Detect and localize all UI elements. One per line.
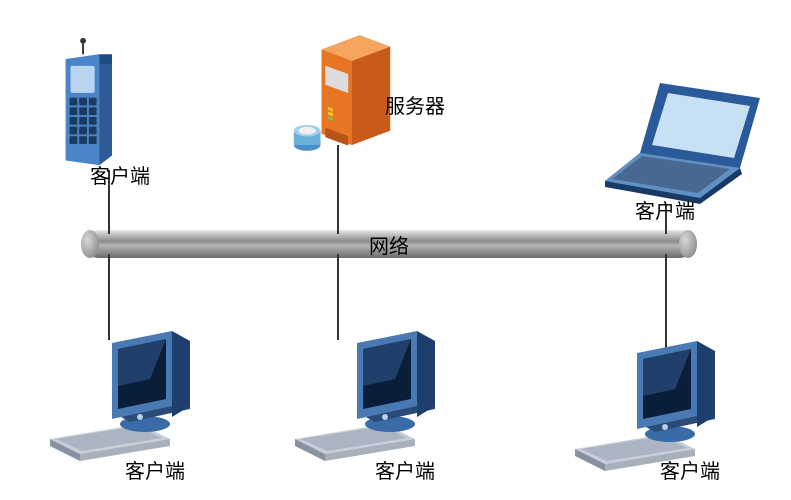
server-icon — [290, 28, 395, 158]
laptop-icon — [600, 80, 765, 210]
label-phone: 客户端 — [90, 160, 150, 189]
node-server — [290, 28, 395, 163]
connector-pc2 — [337, 254, 339, 340]
label-pc2: 客户端 — [375, 455, 435, 484]
network-cap-left — [81, 230, 99, 258]
monitor-icon — [290, 330, 440, 465]
phone-icon — [50, 35, 120, 170]
network-cap-right — [679, 230, 697, 258]
connector-pc3 — [665, 254, 667, 350]
label-server: 服务器 — [385, 90, 445, 119]
monitor-icon — [45, 330, 195, 465]
node-pc1 — [45, 330, 195, 470]
connector-pc1 — [108, 254, 110, 340]
label-laptop: 客户端 — [635, 195, 695, 224]
network-bar: 网络 — [84, 230, 694, 258]
node-pc2 — [290, 330, 440, 470]
node-phone — [50, 35, 120, 175]
label-pc1: 客户端 — [125, 455, 185, 484]
label-pc3: 客户端 — [660, 455, 720, 484]
network-label: 网络 — [369, 230, 409, 259]
